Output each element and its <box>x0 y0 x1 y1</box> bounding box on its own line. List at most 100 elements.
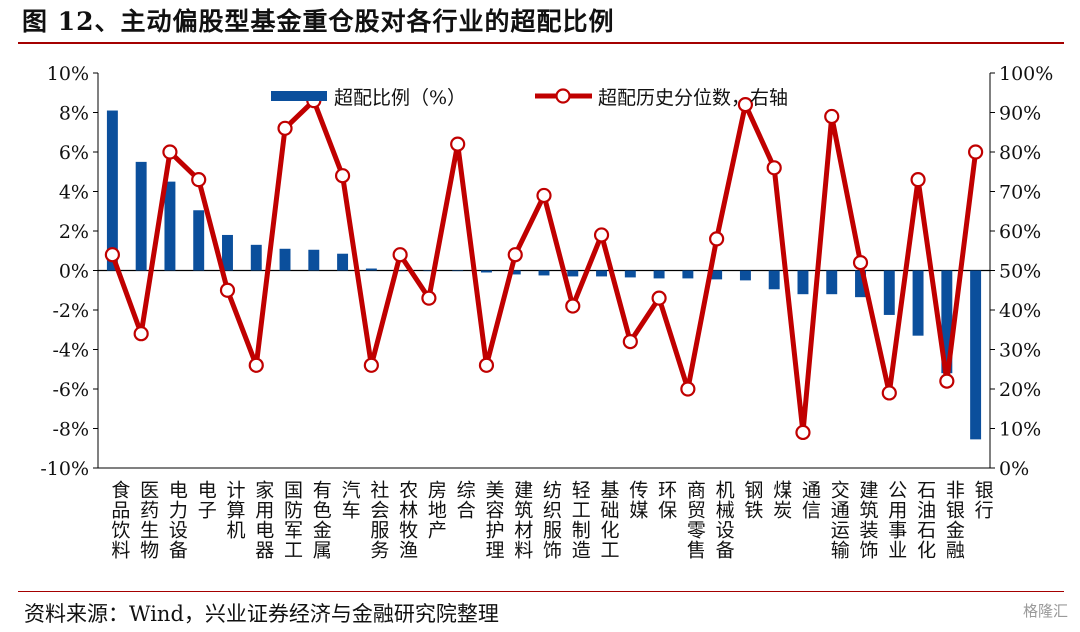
line-point <box>565 298 581 314</box>
left-tick-label: -10% <box>40 458 89 480</box>
bar <box>452 270 464 272</box>
line-point <box>651 290 667 306</box>
bar <box>596 270 608 277</box>
left-tick-label: 8% <box>59 103 89 125</box>
line-point <box>939 373 955 389</box>
line-point <box>968 144 984 160</box>
figure-source: 资料来源：Wind，兴业证券经济与金融研究院整理 <box>24 602 499 626</box>
line-point <box>709 231 725 247</box>
bar <box>653 270 665 279</box>
line-point <box>536 187 552 204</box>
right-tick-label: 10% <box>999 419 1041 441</box>
category-label: 汽车 <box>339 480 361 520</box>
bar <box>797 270 809 295</box>
category-label: 食品饮料 <box>108 480 130 560</box>
right-tick-label: 40% <box>999 300 1041 322</box>
line-point <box>795 424 811 441</box>
bar <box>567 270 579 277</box>
category-label: 公用事业 <box>885 480 907 560</box>
left-tick-label: 2% <box>59 221 89 243</box>
line-point <box>248 357 264 373</box>
bar <box>739 270 751 281</box>
bar <box>423 270 435 272</box>
chart-canvas: -10% -8% -6% -4% -2% 0% 2% 4% 6% 8% 10% 0% 10% 20% 30%… <box>40 63 1053 560</box>
line-point <box>104 247 120 263</box>
right-tick-label: 60% <box>999 221 1041 243</box>
bar <box>394 270 406 272</box>
category-label: 美容护理 <box>482 480 504 560</box>
category-label: 商贸零售 <box>684 480 706 560</box>
right-tick-label: 80% <box>999 142 1041 164</box>
bar-series <box>106 110 982 440</box>
line-point <box>133 326 149 342</box>
bar <box>164 181 176 271</box>
legend-line-label: 超配历史分位数，右轴 <box>598 87 788 109</box>
left-tick-label: 10% <box>47 63 89 85</box>
category-label: 通信 <box>799 480 821 520</box>
line-point <box>824 108 840 125</box>
legend-bar-label: 超配比例（%） <box>334 87 466 109</box>
category-label: 电力设备 <box>166 480 188 560</box>
bar <box>711 270 723 280</box>
left-tick-label: -6% <box>52 379 89 401</box>
line-point <box>622 334 638 350</box>
bar <box>768 270 780 290</box>
bar <box>538 270 550 276</box>
category-label: 房地产 <box>425 480 447 540</box>
bar <box>365 268 377 271</box>
line-point <box>162 144 178 160</box>
category-label: 石油石化 <box>914 480 936 560</box>
bar <box>855 270 866 298</box>
category-label: 纺织服饰 <box>540 480 562 560</box>
bar <box>135 161 147 271</box>
category-label: 钢铁 <box>741 480 763 520</box>
category-label: 国防军工 <box>281 480 303 560</box>
legend: 超配比例（%） 超配历史分位数，右轴 <box>271 87 788 109</box>
right-tick-label: 100% <box>999 63 1053 85</box>
line-point <box>910 172 926 188</box>
category-label: 综合 <box>454 480 476 520</box>
right-tick-label: 70% <box>999 182 1041 204</box>
category-label: 电子 <box>195 480 217 520</box>
left-tick-label: 4% <box>59 182 89 204</box>
watermark: 格隆汇 <box>1022 602 1068 620</box>
bar <box>193 210 205 271</box>
bar <box>682 270 694 279</box>
line-point <box>334 168 351 184</box>
left-tick-label: -2% <box>52 300 89 322</box>
category-label: 建筑材料 <box>511 480 533 560</box>
line-point <box>277 120 293 136</box>
bar <box>509 270 521 275</box>
title-rule <box>18 42 1064 44</box>
line-point <box>881 385 897 401</box>
category-label: 社会服务 <box>367 480 389 560</box>
bar <box>480 270 492 273</box>
bar <box>941 270 953 374</box>
right-tick-label: 30% <box>999 340 1041 362</box>
category-label: 家用电器 <box>252 480 274 560</box>
line-point <box>593 227 610 243</box>
line-point <box>507 247 523 263</box>
category-label: 交通运输 <box>828 480 850 560</box>
category-label: 煤炭 <box>770 480 792 520</box>
line-point <box>363 357 379 373</box>
left-tick-label: 6% <box>59 142 89 164</box>
category-label: 环保 <box>655 480 677 520</box>
category-label: 建筑装饰 <box>857 480 879 560</box>
category-label: 轻工制造 <box>569 480 591 560</box>
category-label: 银行 <box>972 480 994 520</box>
line-point <box>450 136 466 152</box>
right-tick-label: 20% <box>999 379 1041 401</box>
bar <box>106 110 118 271</box>
line-point <box>737 96 754 113</box>
category-label: 基础化工 <box>598 480 620 560</box>
bar <box>279 248 291 271</box>
bar <box>970 270 982 440</box>
category-label: 非银金融 <box>943 480 965 560</box>
legend-line-marker <box>555 88 571 104</box>
percentile-line <box>110 98 979 435</box>
category-label: 计算机 <box>223 480 245 540</box>
bar <box>250 244 262 271</box>
line-point <box>478 357 495 373</box>
right-tick-label: 0% <box>999 458 1029 480</box>
